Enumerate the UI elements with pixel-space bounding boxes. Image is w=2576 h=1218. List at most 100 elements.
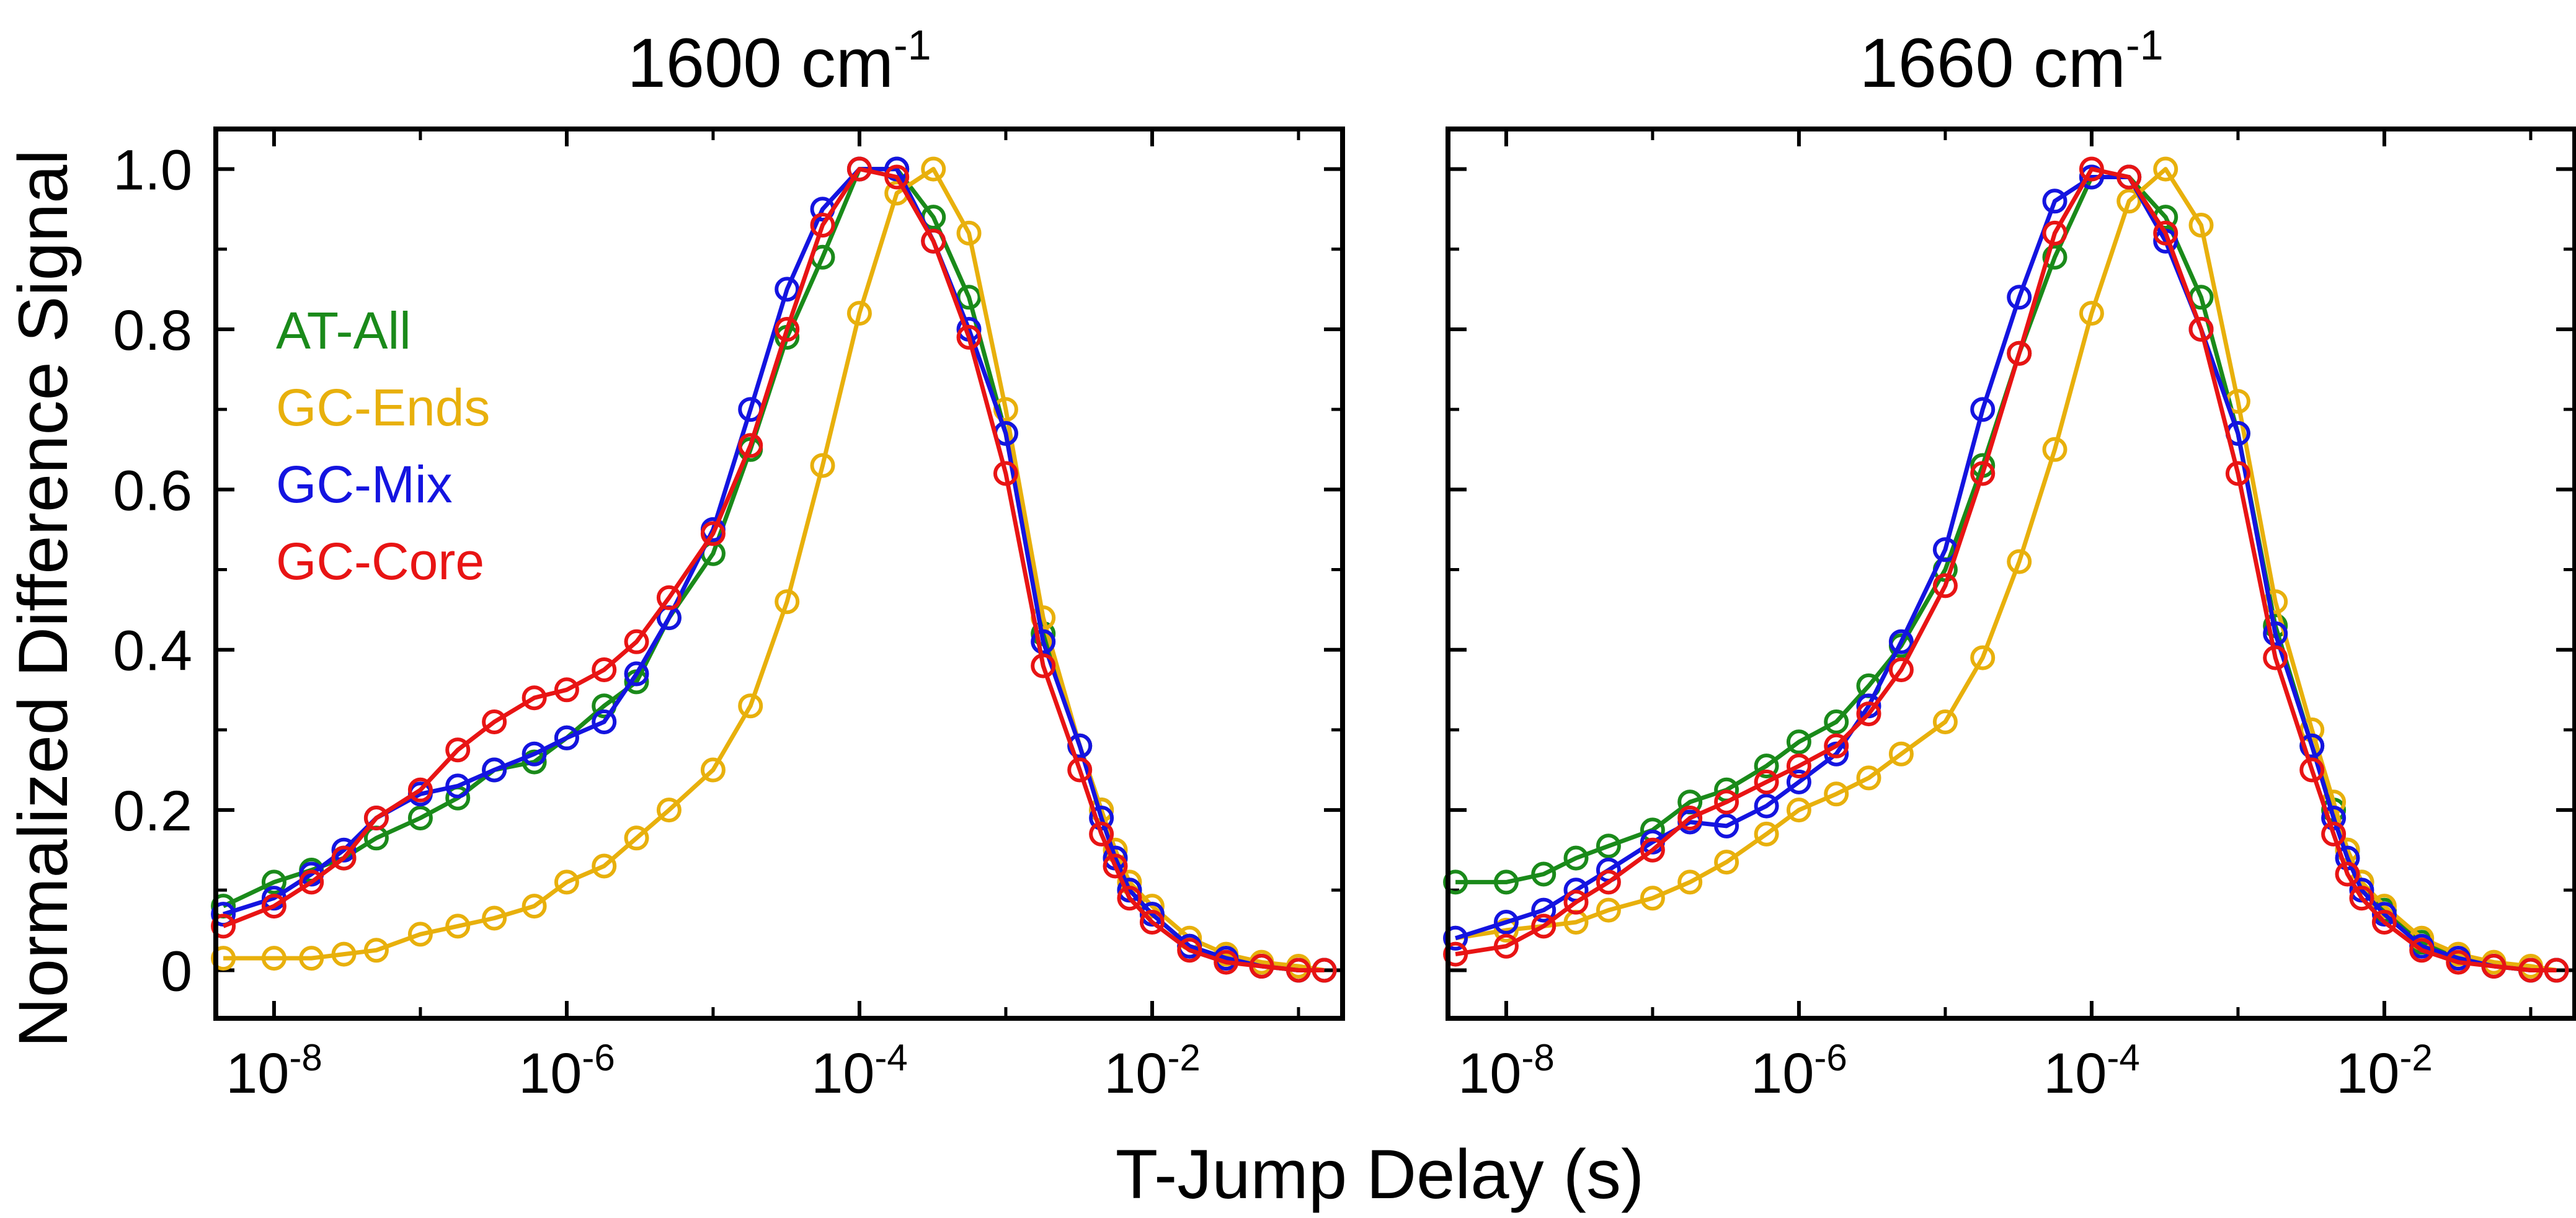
- chart-panel-1660: 1660 cm-1 10-8 10-6 10-4 10-2: [1443, 22, 2576, 1105]
- data-point: [1640, 886, 1665, 911]
- data-point: [261, 894, 286, 919]
- data-point: [1493, 933, 1519, 959]
- data-point: [956, 220, 982, 246]
- data-point: [1177, 938, 1202, 963]
- data-point: [1754, 821, 1779, 847]
- y-tick-label: 0.4: [113, 620, 192, 683]
- data-point: [2079, 156, 2104, 182]
- data-point: [810, 213, 835, 238]
- x-tick-label: 10-2: [2336, 1037, 2433, 1105]
- data-point: [2299, 757, 2325, 783]
- x-tick-label: 10-2: [1104, 1037, 1201, 1105]
- data-point: [1970, 397, 1996, 422]
- data-point: [1714, 789, 1739, 815]
- data-point: [1824, 781, 1849, 807]
- data-point: [2153, 220, 2178, 246]
- data-point: [592, 709, 617, 734]
- data-point: [921, 228, 946, 254]
- series-gc-core: [1443, 156, 2569, 983]
- series-line: [1455, 175, 2557, 972]
- data-point: [884, 164, 910, 190]
- data-point: [1888, 657, 1914, 682]
- data-point: [2518, 958, 2543, 983]
- data-point: [921, 156, 946, 182]
- y-tick-label: 0.2: [113, 780, 192, 843]
- data-point: [1677, 806, 1703, 830]
- data-point: [2299, 733, 2325, 758]
- data-point: [775, 589, 800, 615]
- data-point: [331, 845, 357, 871]
- data-point: [775, 317, 800, 342]
- panel-title: 1660 cm-1: [1859, 22, 2163, 102]
- data-point: [810, 453, 835, 478]
- data-point: [738, 693, 763, 719]
- y-axis-title: Normalized Difference Signal: [4, 149, 82, 1047]
- x-tick-label: 10-4: [2043, 1037, 2140, 1105]
- data-point: [482, 905, 507, 931]
- data-point: [624, 825, 649, 851]
- data-point: [1786, 729, 1811, 755]
- data-point: [624, 629, 649, 654]
- data-point: [2225, 461, 2250, 486]
- data-point: [482, 757, 507, 783]
- data-point: [1312, 958, 1337, 983]
- plot-frame: [213, 127, 1345, 1021]
- x-tick-label: 10-6: [1751, 1037, 1847, 1105]
- data-point: [956, 324, 982, 350]
- data-point: [1103, 853, 1128, 879]
- data-point: [1563, 889, 1589, 915]
- data-point: [700, 521, 726, 546]
- data-point: [1824, 709, 1849, 734]
- data-point: [1493, 869, 1519, 895]
- legend-entry: GC-Core: [276, 532, 484, 590]
- data-point: [2042, 189, 2067, 214]
- data-point: [299, 946, 324, 971]
- data-point: [1786, 769, 1811, 794]
- data-point: [2263, 645, 2288, 670]
- data-point: [522, 749, 547, 775]
- data-point: [2007, 549, 2032, 574]
- x-tick-label: 10-8: [1458, 1037, 1555, 1105]
- series-gc-core: [211, 156, 1337, 983]
- data-point: [482, 709, 507, 734]
- data-point: [211, 914, 236, 939]
- data-point: [1856, 701, 1881, 727]
- data-point: [1888, 629, 1914, 654]
- y-tick-label: 0.8: [113, 299, 192, 362]
- data-point: [2188, 317, 2214, 342]
- y-tick-label: 0.6: [113, 459, 192, 522]
- data-point: [1932, 709, 1958, 734]
- data-point: [445, 914, 471, 939]
- data-point: [1970, 461, 1996, 486]
- data-point: [2042, 244, 2067, 270]
- series-line: [1455, 167, 2557, 972]
- data-point: [1214, 949, 1239, 975]
- data-point: [1754, 793, 1779, 819]
- legend-entry: GC-Mix: [276, 455, 453, 513]
- data-point: [554, 677, 579, 703]
- data-point: [592, 657, 617, 682]
- data-point: [2079, 164, 2104, 190]
- data-point: [2263, 621, 2288, 646]
- data-point: [993, 461, 1018, 486]
- data-point: [2153, 156, 2178, 182]
- data-point: [1249, 954, 1274, 979]
- data-point: [1531, 897, 1557, 923]
- data-point: [407, 777, 433, 802]
- data-point: [2007, 340, 2032, 366]
- data-point: [554, 725, 579, 750]
- data-point: [2371, 910, 2397, 935]
- data-point: [211, 946, 236, 971]
- data-point: [1932, 573, 1958, 598]
- data-point: [331, 941, 357, 967]
- data-point: [522, 741, 547, 767]
- data-point: [1754, 753, 1779, 779]
- data-point: [261, 946, 286, 971]
- legend-entry: GC-Ends: [276, 378, 490, 437]
- data-point: [700, 757, 726, 783]
- data-point: [1824, 733, 1849, 758]
- data-point: [624, 661, 649, 687]
- x-tick-label: 10-8: [226, 1037, 322, 1105]
- data-point: [522, 894, 547, 919]
